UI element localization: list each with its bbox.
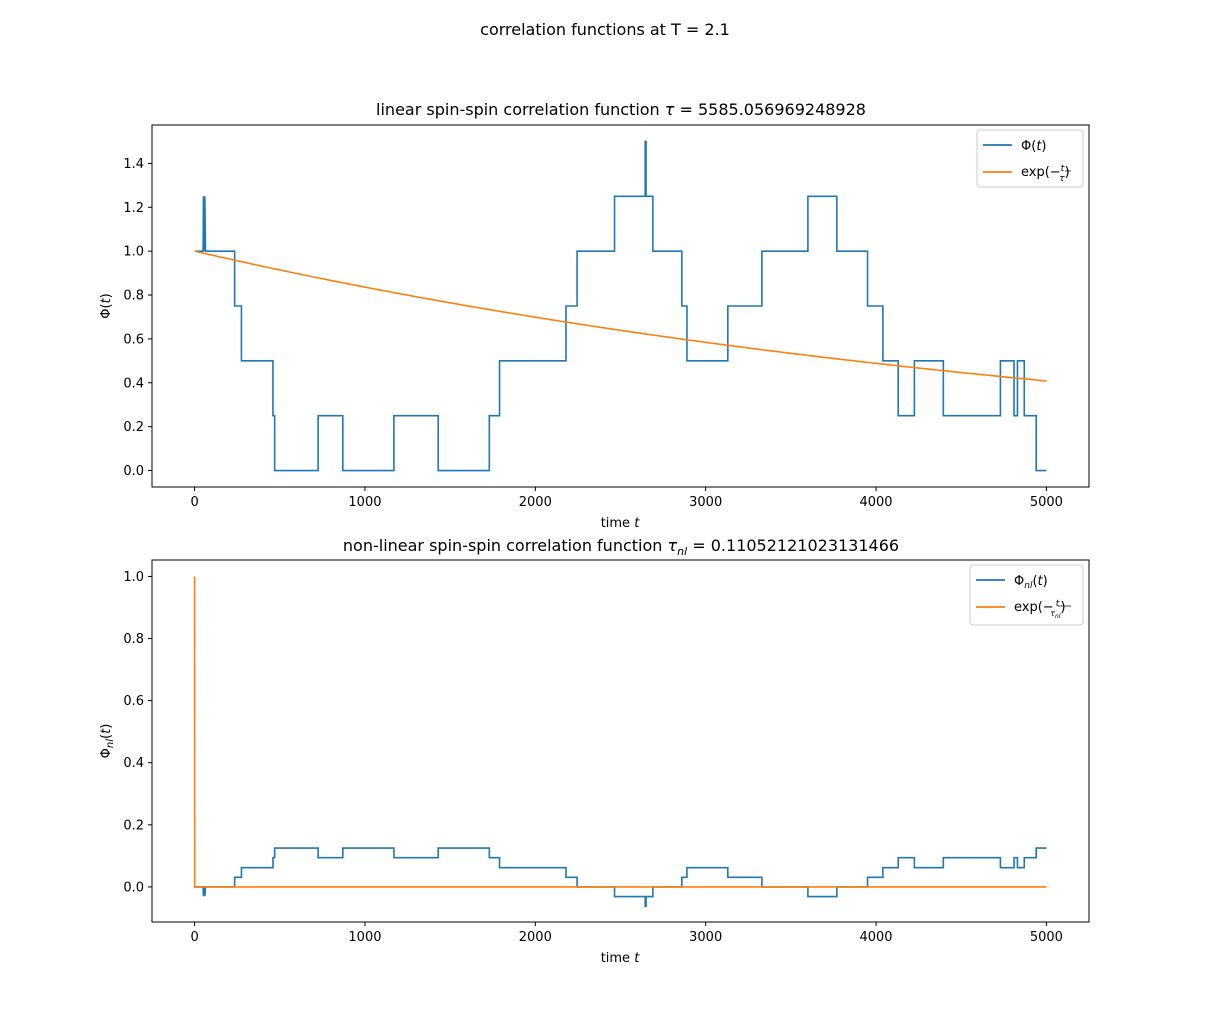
y-tick-label: 0.2 [123, 818, 144, 833]
nonlinear-plot-ylabel: Φnl(t) [99, 724, 116, 759]
nonlinear-plot-series [193, 576, 1047, 907]
linear-plot-xlabel: time t [601, 516, 641, 531]
y-tick-label: 1.4 [123, 157, 144, 172]
x-tick-label: 3000 [689, 495, 722, 510]
linear-legend-exp-label: exp(−t τ) [1021, 164, 1070, 184]
x-tick-label: 2000 [519, 495, 552, 510]
linear-plot-ticks: 0 1000 2000 3000 4000 5000 0.0 0.2 0.4 0.6 0.8 1.0 1… [123, 157, 1063, 510]
x-tick-label: 4000 [859, 930, 892, 945]
phi-series-line [194, 140, 1047, 472]
x-tick-label: 5000 [1030, 930, 1063, 945]
linear-plot-series [194, 140, 1047, 472]
linear-correlation-plot: linear spin-spin correlation function τ … [99, 100, 1090, 531]
x-tick-label: 1000 [348, 930, 381, 945]
x-tick-label: 3000 [689, 930, 722, 945]
nonlinear-plot-title: non-linear spin-spin correlation functio… [343, 536, 899, 558]
y-tick-label: 1.2 [123, 201, 144, 216]
exp-fit-line [194, 250, 1047, 382]
x-tick-label: 1000 [348, 495, 381, 510]
y-tick-label: 0.6 [123, 332, 144, 347]
y-tick-label: 0.4 [123, 376, 144, 391]
linear-plot-frame [151, 124, 1090, 488]
x-tick-label: 0 [190, 495, 198, 510]
y-tick-label: 0.2 [123, 420, 144, 435]
exp-fit-line [193, 576, 1047, 888]
y-tick-label: 1.0 [123, 245, 144, 260]
y-tick-label: 0.0 [123, 880, 144, 895]
x-tick-label: 0 [190, 930, 198, 945]
x-tick-label: 2000 [519, 930, 552, 945]
nonlinear-legend-box [969, 564, 1084, 626]
linear-legend-phi-label: Φ(t) [1021, 139, 1047, 154]
x-tick-label: 5000 [1030, 495, 1063, 510]
nonlinear-plot-legend: Φnl(t) exp(− t τnl) [969, 564, 1084, 626]
linear-plot-legend: Φ(t) exp(−t τ) [976, 129, 1084, 188]
y-tick-label: 1.0 [123, 570, 144, 585]
y-tick-label: 0.6 [123, 694, 144, 709]
y-tick-label: 0.4 [123, 756, 144, 771]
x-tick-label: 4000 [859, 495, 892, 510]
nonlinear-legend-exp-label: exp(− t τnl) [1014, 599, 1066, 620]
linear-plot-ylabel: Φ(t) [99, 293, 114, 319]
y-tick-label: 0.8 [123, 632, 144, 647]
linear-plot-title: linear spin-spin correlation function τ … [376, 100, 866, 119]
nonlinear-plot-xlabel: time t [601, 951, 641, 966]
phi-series-line [194, 847, 1047, 907]
nonlinear-correlation-plot: non-linear spin-spin correlation functio… [99, 536, 1090, 966]
nonlinear-plot-frame [151, 559, 1090, 923]
y-tick-label: 0.0 [123, 464, 144, 479]
nonlinear-legend-phi-label: Φnl(t) [1014, 574, 1048, 591]
nonlinear-plot-ticks: 0 1000 2000 3000 4000 5000 0.0 0.2 0.4 0.6 0.8 1.0 [123, 570, 1063, 945]
y-tick-label: 0.8 [123, 289, 144, 304]
figure-suptitle: correlation functions at T = 2.1 [480, 20, 730, 39]
